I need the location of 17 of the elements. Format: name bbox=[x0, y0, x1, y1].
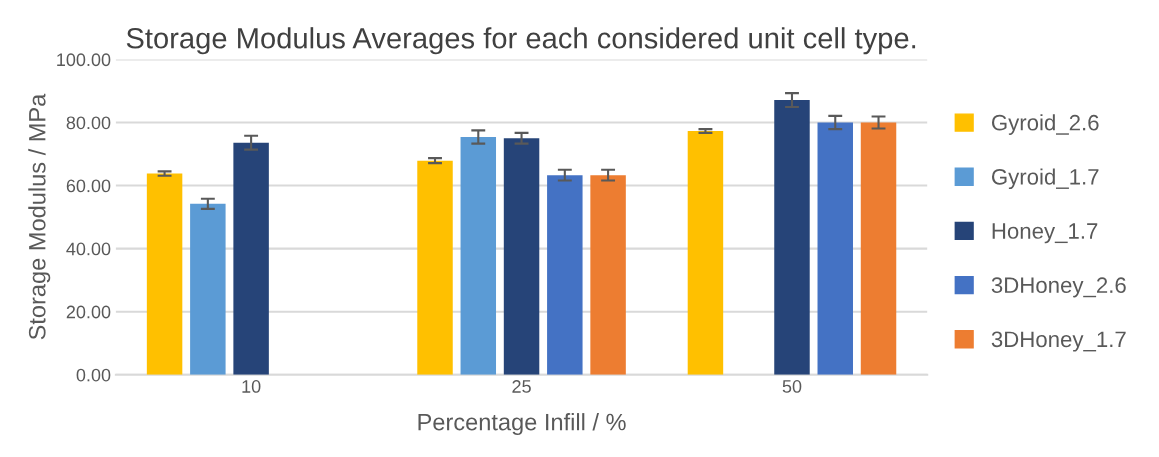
legend-label: 3DHoney_2.6 bbox=[991, 277, 1126, 298]
x-tick-label: 10 bbox=[242, 380, 261, 393]
y-tick-label: 60.00 bbox=[66, 179, 111, 193]
legend-label: Gyroid_2.6 bbox=[991, 114, 1099, 135]
y-axis-title: Storage Modulus / MPa bbox=[28, 93, 51, 340]
x-tick-label: 25 bbox=[512, 380, 531, 393]
y-tick-label: 20.00 bbox=[66, 305, 111, 319]
x-axis-title: Percentage Infill / % bbox=[418, 413, 626, 436]
legend-label: Honey_1.7 bbox=[992, 223, 1098, 244]
x-tick-label: 50 bbox=[782, 380, 802, 393]
y-tick-label: 80.00 bbox=[66, 116, 111, 130]
y-tick-label: 40.00 bbox=[66, 242, 111, 256]
chart-title: Storage Modulus Averages for each considered unit cell type. bbox=[126, 27, 916, 55]
y-tick-label: 100.00 bbox=[57, 53, 111, 67]
legend-label: 3DHoney_1.7 bbox=[991, 331, 1126, 352]
legend-label: Gyroid_1.7 bbox=[991, 168, 1099, 190]
y-tick-label: 0.00 bbox=[76, 368, 111, 382]
